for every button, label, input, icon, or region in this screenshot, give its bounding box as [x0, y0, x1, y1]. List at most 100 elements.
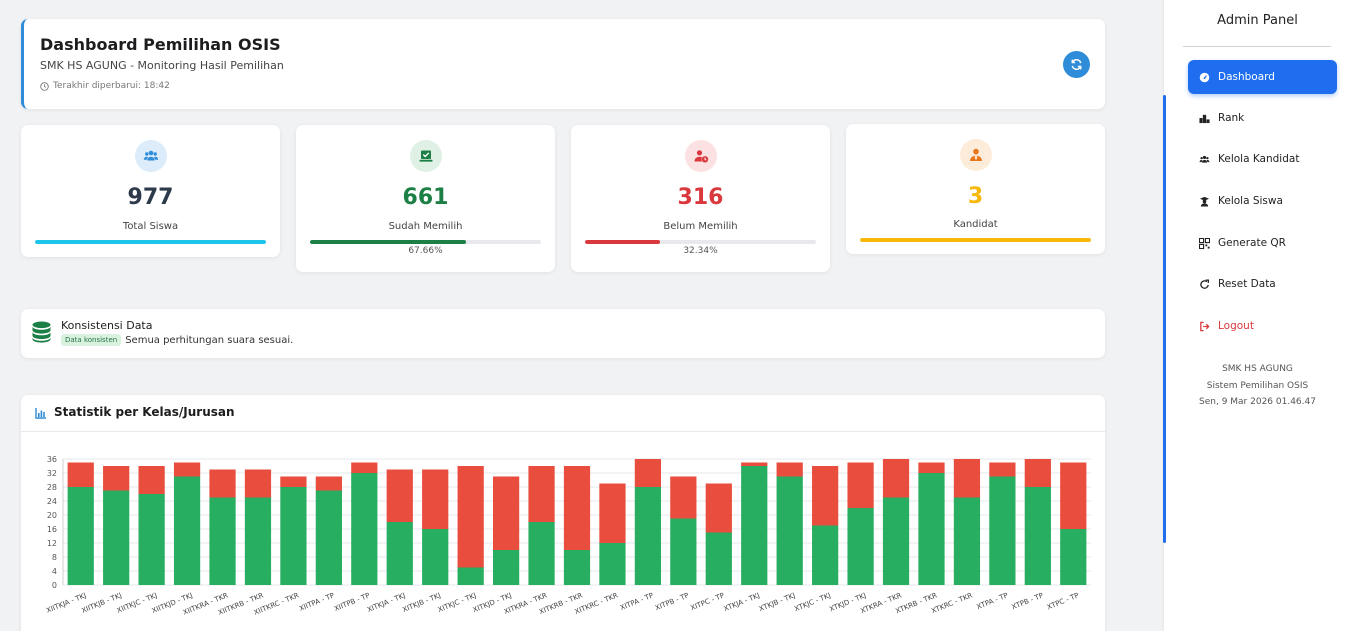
users-icon [1199, 155, 1210, 163]
school-name: SMK HS AGUNG [1222, 364, 1293, 374]
x-tick-label: XITPA - TP [619, 591, 655, 612]
x-tick-label: XITPC - TP [689, 591, 725, 612]
stat-card-belum-memilih: 316 Belum Memilih 32.34% [571, 125, 830, 272]
bar-segment-0 [705, 532, 732, 585]
x-tick-label: XITKJA - TKJ [366, 591, 406, 614]
bar-segment-0 [847, 508, 874, 585]
x-tick-label: XTPB - TP [1011, 591, 1045, 611]
bar-segment-1 [422, 469, 449, 529]
qr-icon [1199, 237, 1210, 249]
bar-segment-1 [776, 462, 803, 477]
sidebar-item-kelola-kandidat[interactable]: Kelola Kandidat [1188, 142, 1337, 176]
database-icon [32, 321, 51, 343]
bar-segment-1 [563, 466, 591, 550]
consistency-title: Konsistensi Data [61, 319, 153, 332]
bar-segment-0 [457, 567, 484, 585]
bar-segment-0 [670, 518, 697, 585]
bar-segment-1 [173, 462, 201, 477]
sidebar-title: Admin Panel [1217, 13, 1298, 28]
bar-segment-0 [138, 494, 165, 585]
progress-fill [310, 240, 467, 244]
consistency-message: Semua perhitungan suara sesuai. [125, 334, 294, 346]
stat-card-total-siswa: 977 Total Siswa [21, 125, 280, 257]
bar-segment-0 [315, 490, 342, 585]
sidebar-item-logout[interactable]: Logout [1188, 309, 1337, 343]
sidebar-item-rank[interactable]: Rank [1188, 101, 1337, 135]
redo-icon [1200, 278, 1209, 289]
bar-segment-1 [634, 459, 662, 487]
progress-bar [310, 240, 541, 244]
clock-icon [40, 81, 49, 91]
status-badge: Data konsisten [61, 334, 122, 346]
refresh-button[interactable] [1063, 51, 1090, 78]
progress-bar [585, 240, 816, 244]
y-tick-label: 32 [47, 469, 57, 478]
sidebar-item-label: Kelola Siswa [1218, 195, 1283, 207]
sidebar-item-dashboard[interactable]: Dashboard [1188, 60, 1337, 94]
bar-segment-1 [918, 462, 945, 473]
sidebar-divider [1183, 46, 1331, 47]
y-tick-label: 16 [47, 525, 57, 534]
stat-label: Belum Memilih [663, 221, 738, 232]
bar-segment-1 [528, 466, 555, 522]
bar-segment-1 [882, 459, 910, 498]
y-tick-label: 36 [47, 455, 57, 464]
stat-card-kandidat: 3 Kandidat [846, 124, 1105, 254]
sidebar-item-kelola-siswa[interactable]: Kelola Siswa [1188, 184, 1337, 218]
sidebar-footer: SMK HS AGUNG Sistem Pemilihan OSIS Sen, … [1164, 361, 1351, 411]
bar-segment-0 [918, 473, 945, 585]
logout-icon [1200, 321, 1210, 331]
x-tick-label: XTKRC - TKR [930, 591, 974, 615]
graduate-icon [1199, 196, 1210, 207]
bar-segment-0 [776, 476, 803, 585]
bar-segment-1 [67, 462, 94, 487]
bar-segment-1 [705, 483, 732, 533]
bar-segment-1 [812, 466, 839, 526]
x-tick-label: XITPB - TP [654, 591, 690, 612]
system-name: Sistem Pemilihan OSIS [1206, 380, 1309, 391]
y-tick-label: 8 [52, 553, 57, 562]
x-tick-label: XTKJB - TKJ [758, 591, 797, 613]
progress-bar [860, 238, 1091, 242]
stat-percentage: 32.34% [683, 246, 718, 256]
y-tick-label: 0 [52, 581, 57, 590]
stat-label: Kandidat [953, 219, 998, 230]
bar-segment-0 [67, 487, 94, 585]
x-tick-label: XTKJC - TKJ [793, 591, 832, 613]
check-box-icon [409, 140, 442, 172]
page-subtitle: SMK HS AGUNG - Monitoring Hasil Pemiliha… [40, 59, 284, 72]
bar-segment-1 [280, 476, 307, 487]
bar-segment-0 [209, 497, 236, 585]
sidebar-item-generate-qr[interactable]: Generate QR [1188, 226, 1337, 260]
consistency-card: Konsistensi Data Data konsisten Semua pe… [21, 309, 1105, 358]
y-tick-label: 20 [47, 511, 57, 520]
x-tick-label: XITKJB - TKJ [401, 591, 442, 614]
sidebar-item-reset-data[interactable]: Reset Data [1188, 267, 1337, 301]
bar-segment-0 [244, 497, 272, 585]
x-tick-label: XIITPB - TP [333, 591, 371, 613]
bar-segment-0 [563, 550, 591, 585]
chart-title: Statistik per Kelas/Jurusan [54, 405, 235, 419]
sidebar-scroll-accent [1163, 95, 1166, 543]
y-tick-label: 24 [47, 497, 57, 506]
bar-segment-0 [351, 473, 378, 585]
user-clock-icon [684, 140, 717, 172]
bar-segment-1 [138, 466, 165, 494]
stat-value: 661 [402, 185, 449, 210]
bar-segment-1 [315, 476, 342, 491]
stat-value: 316 [677, 185, 724, 210]
bar-segment-0 [741, 466, 768, 585]
bar-segment-1 [103, 466, 130, 491]
sidebar-item-label: Rank [1218, 112, 1245, 124]
bar-segment-1 [599, 483, 626, 543]
sidebar: Admin Panel Dashboard Rank Kelola Kandid… [1164, 0, 1351, 631]
bar-segment-0 [173, 476, 201, 585]
bar-segment-1 [670, 476, 697, 519]
bar-segment-0 [528, 522, 555, 585]
gauge-icon [1199, 72, 1210, 82]
x-tick-label: XIITPA - TP [298, 591, 336, 612]
bar-segment-0 [882, 497, 910, 585]
sidebar-item-label: Reset Data [1218, 278, 1276, 290]
bar-segment-1 [244, 469, 272, 498]
bar-segment-0 [492, 550, 520, 585]
